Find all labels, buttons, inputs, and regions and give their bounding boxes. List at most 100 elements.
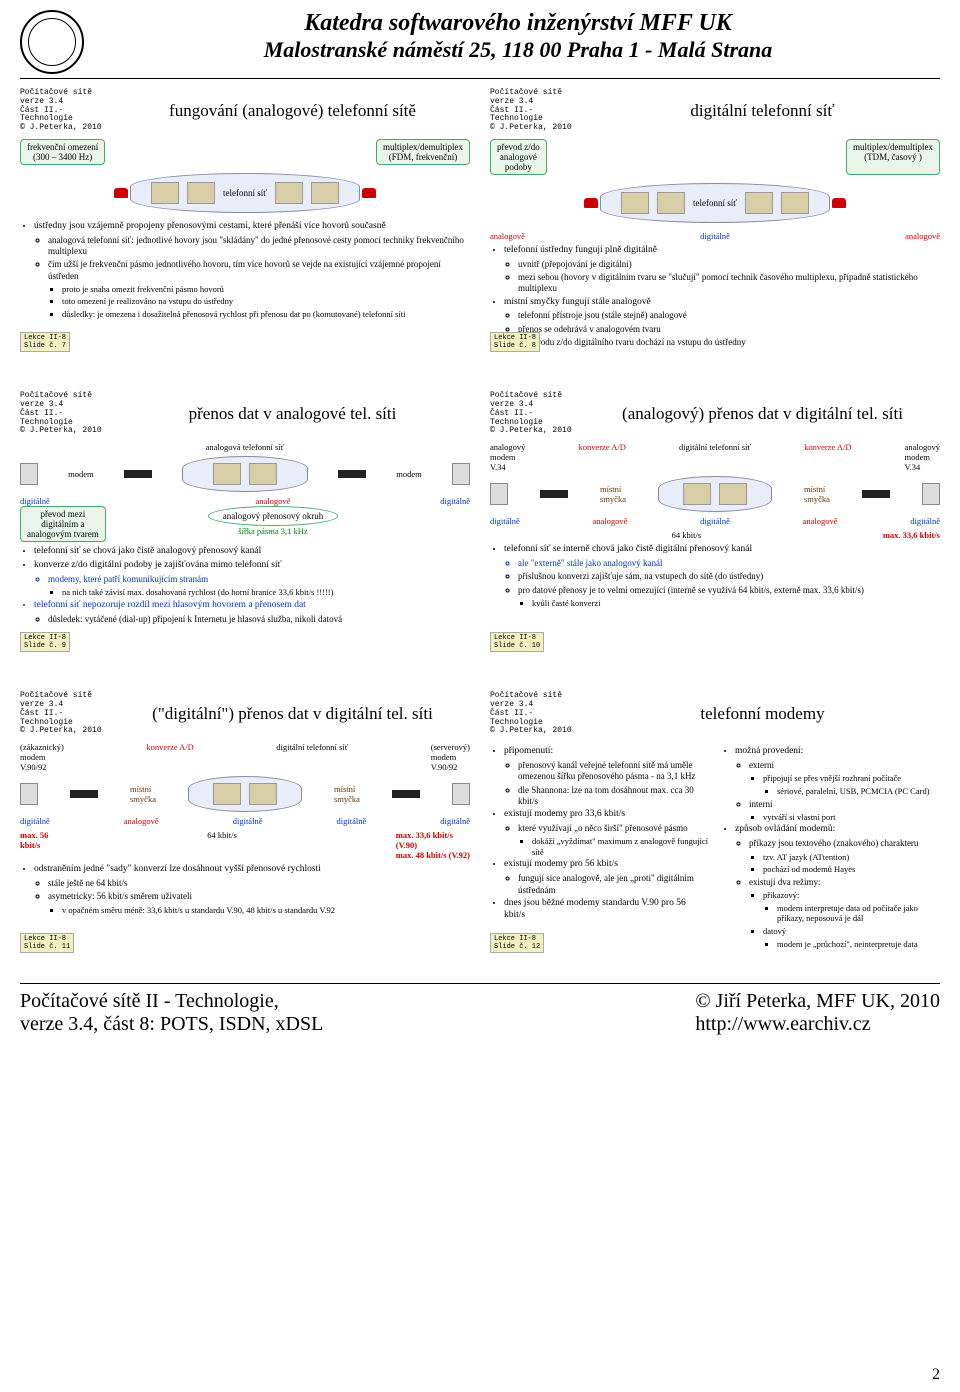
bullet: příslušnou konverzi zajišťuje sám, na vs… [518,571,940,582]
bullet: k převodu z/do digitálního tvaru dochází… [518,337,940,348]
freq-limit-box: frekvenční omezení (300 – 3400 Hz) [20,139,105,165]
bullet: uvnitř (přepojování je digitální) [518,259,940,270]
label-cmodem: (zákaznický) modem V.90/92 [20,742,64,772]
slide-title: (analogový) přenos dat v digitální tel. … [585,404,940,424]
label-conv: konverze A/D [146,742,193,772]
label-digital: digitálně [20,816,50,826]
bullet: existují modemy pro 33,6 kbit/s [504,809,709,821]
bullet: čím užší je frekvenční pásmo jednotlivéh… [48,259,470,282]
slide-meta: Počítačové sítě verze 3.4 Část II.-Techn… [490,392,585,436]
bullet: příkazový: [763,890,940,901]
pc-icon [452,783,470,805]
slide-11: Počítačové sítě verze 3.4 Část II.-Techn… [20,692,470,953]
pc-icon [922,483,940,505]
bullet: dle Shannona: lze na tom dosáhnout max. … [518,785,709,808]
bullet: fungují sice analogově, ale jen „proti" … [518,873,709,896]
switch-icon [249,463,277,485]
analog-circuit-oval: analogový přenosový okruh [208,506,338,526]
bullet: mezi sebou (hovory v digitálním tvaru se… [518,272,940,295]
switch-icon [311,182,339,204]
slide-title: ("digitální") přenos dat v digitální tel… [115,704,470,724]
bullet: existují dva režimy: [749,877,940,888]
network-cloud: telefonní síť [130,173,360,213]
label-loop: místní smyčka [130,784,156,804]
switch-icon [745,192,773,214]
label-analog: analogově [124,816,159,826]
label-analog: analogově [803,516,838,526]
slide-meta: Počítačové sítě verze 3.4 Část II.-Techn… [20,89,115,133]
bullet: kvůli časté konverzi [532,598,940,609]
modem-icon [862,490,890,498]
label-analog: analogově [905,231,940,241]
slide-8: Počítačové sítě verze 3.4 Část II.-Techn… [490,89,940,352]
label-amodem: analogový modem V.34 [490,442,525,472]
label-loop: místní smyčka [600,484,626,504]
slide-footer: Lekce II-8 Slide č. 10 [490,632,544,652]
bullet: analogová telefonní síť: jednotlivé hovo… [48,235,470,258]
header-line1: Katedra softwarového inženýrství MFF UK [96,10,940,37]
bullet: dokáží „vyždímat" maximum z analogově fu… [532,836,709,857]
label-analog: analogově [208,496,338,506]
slide-10: Počítačové sítě verze 3.4 Část II.-Techn… [490,392,940,652]
label-modem: modem [68,469,94,479]
network-cloud [188,776,302,812]
label-modem: modem [396,469,422,479]
conversion-box: převod z/do analogové podoby [490,139,547,175]
header-line2: Malostranské náměstí 25, 118 00 Praha 1 … [96,37,940,63]
switch-icon [719,483,747,505]
slide-meta: Počítačové sítě verze 3.4 Část II.-Techn… [20,392,115,436]
multiplex-box: multiplex/demultiplex (FDM, frekvenční) [376,139,470,165]
bullet: pro datové přenosy je to velmi omezující… [518,585,940,596]
bullet: způsob ovládání modemů: [735,824,940,836]
label-digital: digitálně [440,816,470,826]
bullet: odstraněním jedné "sady" konverzí lze do… [34,864,470,876]
bullet: telefonní přístroje jsou (stále stejně) … [518,310,940,321]
phone-icon [362,188,376,198]
slide-footer: Lekce II-8 Slide č. 8 [490,332,540,352]
label-digital: digitálně [440,496,470,542]
pc-icon [490,483,508,505]
bullet: tzv. AT jazyk (ATtention) [763,852,940,863]
footer-right-1: © Jiří Peterka, MFF UK, 2010 [695,990,940,1013]
bullet: externí [749,760,940,771]
label-loop: místní smyčka [334,784,360,804]
slide-12: Počítačové sítě verze 3.4 Část II.-Techn… [490,692,940,953]
phone-icon [832,198,846,208]
label-analog: analogově [490,231,525,241]
slide-footer: Lekce II-8 Slide č. 7 [20,332,70,352]
phone-icon [584,198,598,208]
bullet: v opačném směru méně: 33,6 kbit/s u stan… [62,905,470,916]
bullet: důsledek: vytáčené (dial-up) připojení k… [48,614,470,625]
network-cloud: telefonní síť [600,183,830,223]
label-digital: digitálně [490,516,520,526]
slide-meta: Počítačové sítě verze 3.4 Část II.-Techn… [20,692,115,736]
bullet: telefonní síť nepozoruje rozdíl mezi hla… [34,600,470,612]
bullet: místní smyčky fungují stále analogově [504,297,940,309]
switch-icon [781,192,809,214]
footer-right-2: http://www.earchiv.cz [695,1013,940,1036]
switch-icon [621,192,649,214]
slide-footer: Lekce II-8 Slide č. 9 [20,632,70,652]
slide-9: Počítačové sítě verze 3.4 Část II.-Techn… [20,392,470,652]
label-amodem: analogový modem V.34 [905,442,940,472]
bullet: na nich také závisí max. dosahovaná rych… [62,587,470,598]
slide-meta: Počítačové sítě verze 3.4 Část II.-Techn… [490,692,585,736]
switch-icon [275,182,303,204]
bullet: možná provedení: [735,746,940,758]
conversion-box: převod mezi digitálním a analogovým tvar… [20,506,106,542]
pc-icon [20,463,38,485]
label-dnet: digitální telefonní síť [276,742,348,772]
bullet: ústředny jsou vzájemně propojeny přenoso… [34,221,470,233]
switch-icon [187,182,215,204]
label-digital: digitálně [233,816,263,826]
switch-icon [151,182,179,204]
label-digital: digitálně [700,231,730,241]
bullet: datový [763,926,940,937]
switch-icon [657,192,685,214]
label-max: max. 33,6 kbit/s [883,530,940,540]
bullet: modemy, které patří komunikujícím straná… [48,574,470,585]
bullet: dnes jsou běžné modemy standardu V.90 pr… [504,898,709,922]
phone-icon [114,188,128,198]
page-footer: Počítačové sítě II - Technologie, verze … [20,983,940,1036]
bullet: modem interpretuje data od počítače jako… [777,903,940,924]
